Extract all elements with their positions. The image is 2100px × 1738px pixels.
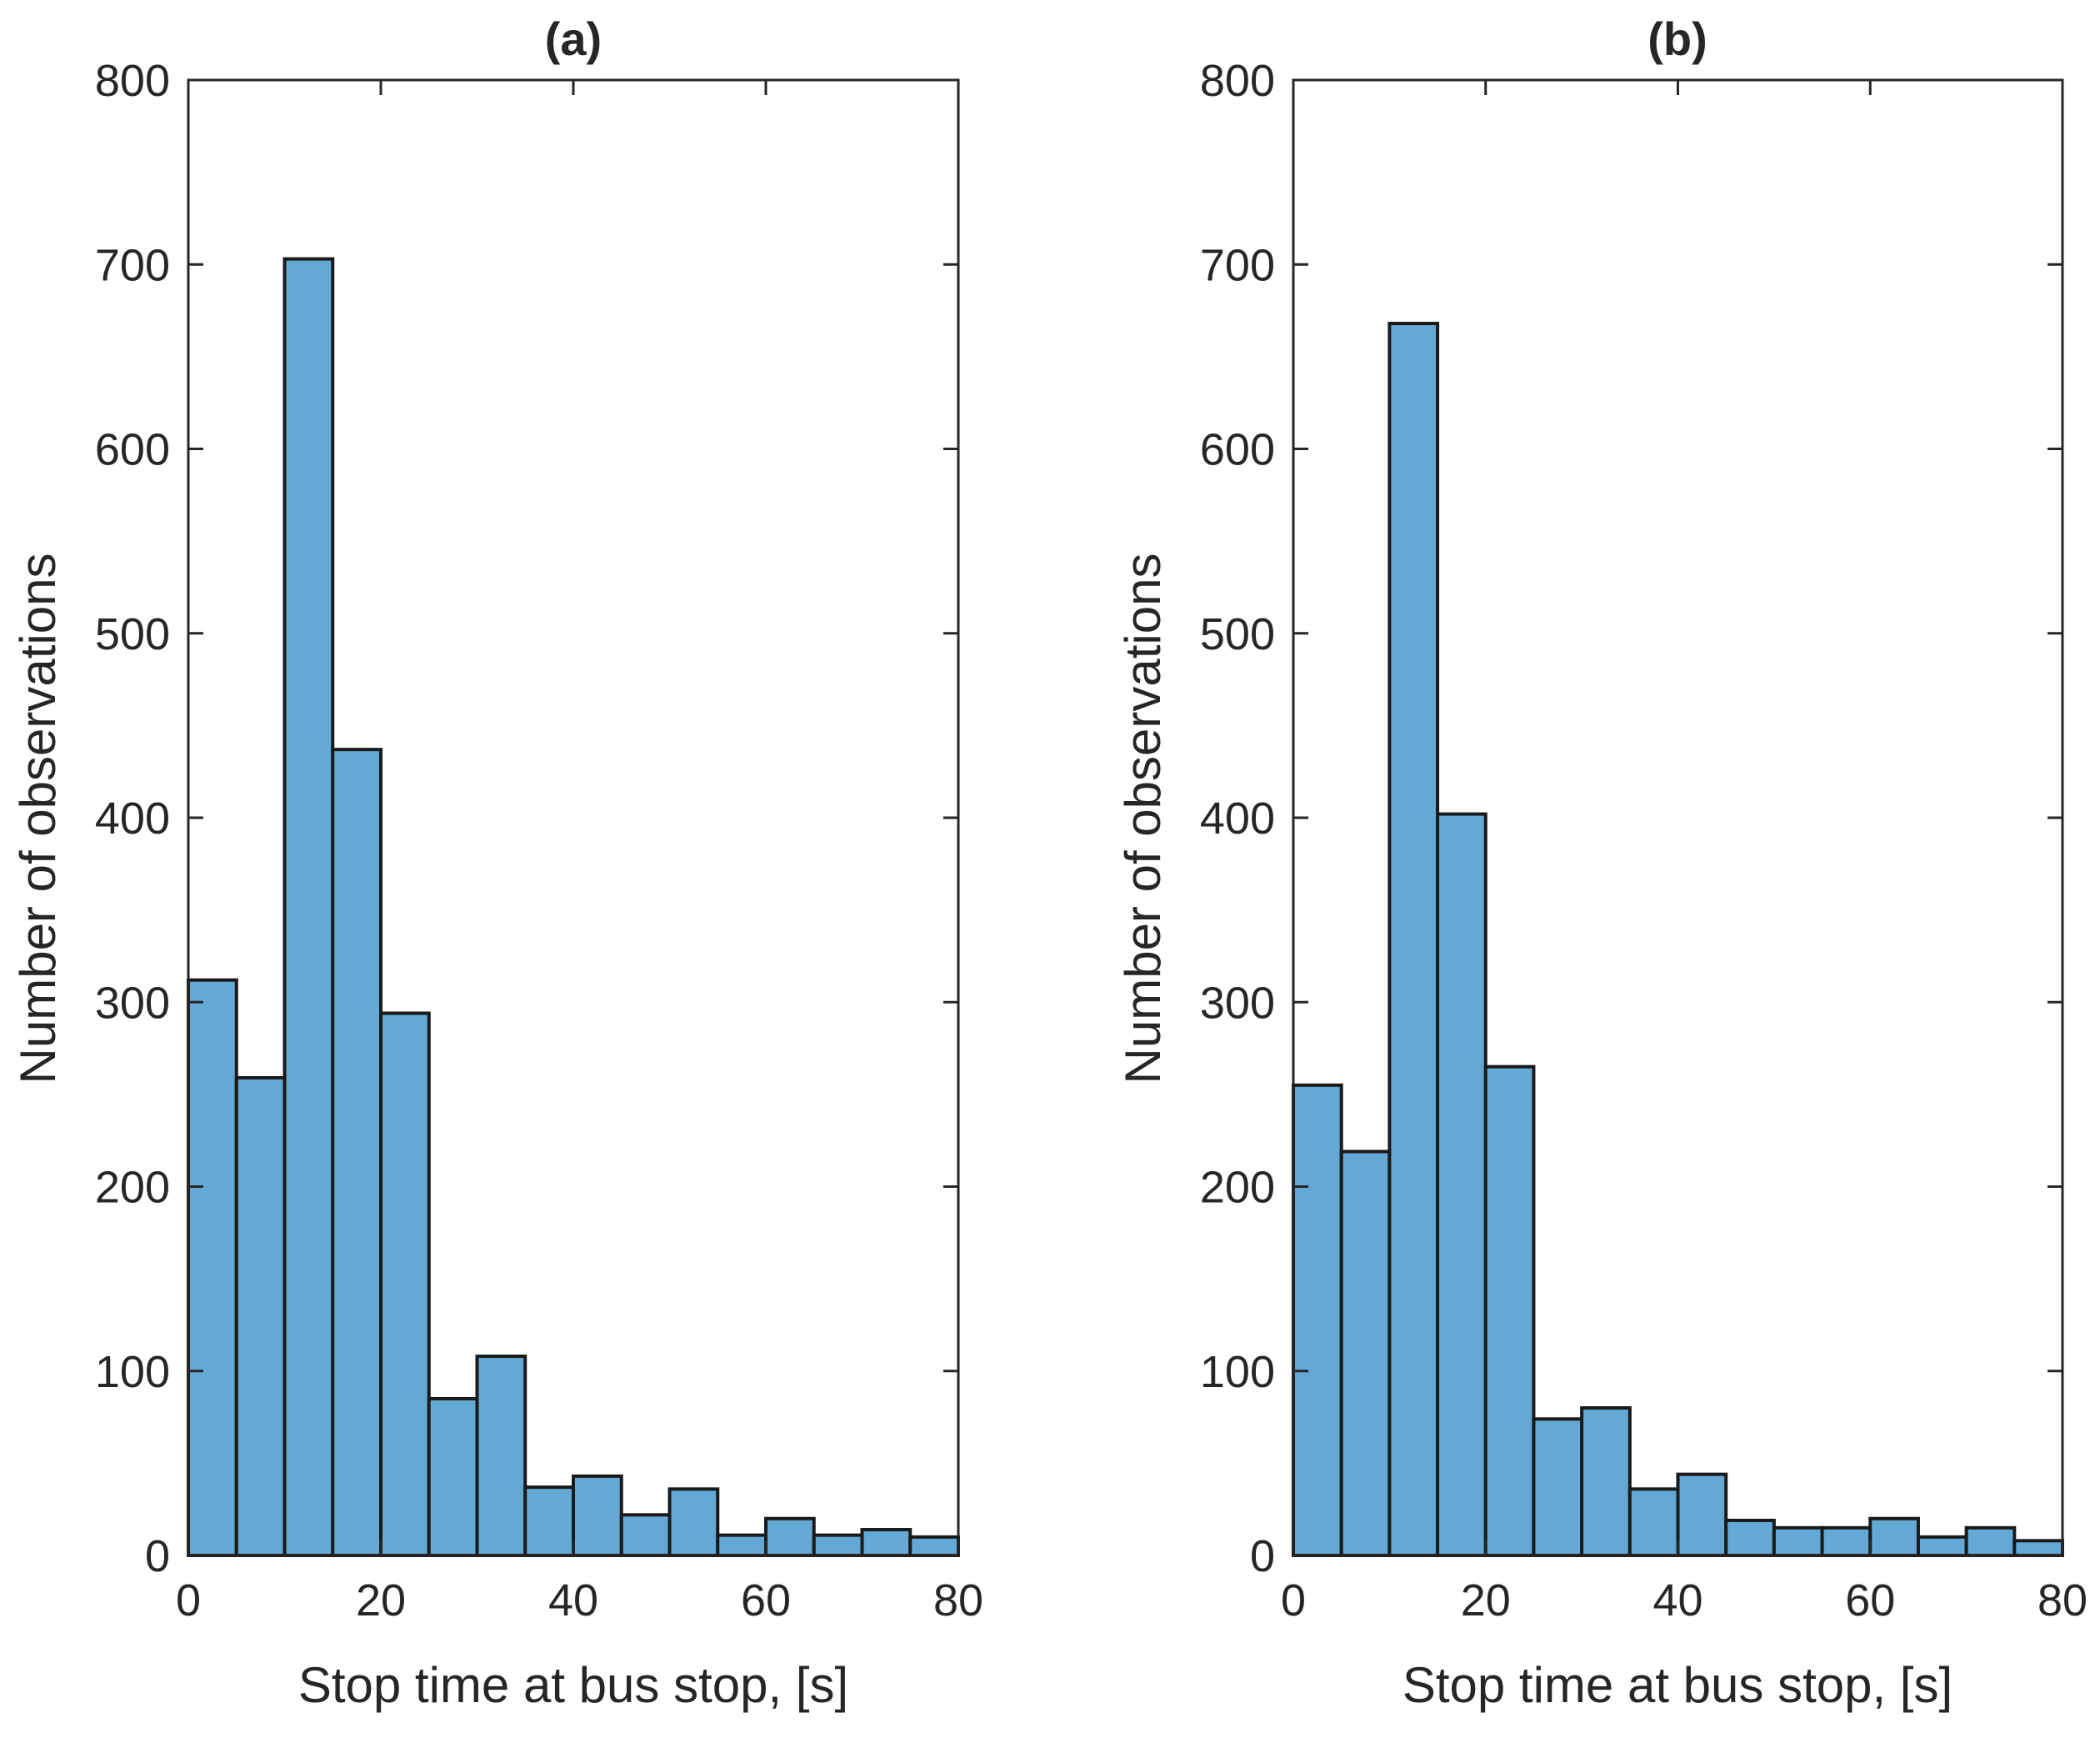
panel-b-x-tick-label-20: 20	[1461, 1575, 1511, 1625]
panel-a-y-tick-label-100: 100	[95, 1347, 170, 1397]
panel-b-x-tick-label-60: 60	[1845, 1575, 1895, 1625]
panel-b-x-tick-label-80: 80	[2038, 1575, 2088, 1625]
panel-a-bar-8	[572, 1474, 623, 1558]
panel-a-x-tick-label-80: 80	[933, 1575, 983, 1625]
panel-b-y-tick-label-0: 0	[1250, 1531, 1275, 1581]
panel-a-x-tick-label-40: 40	[548, 1575, 598, 1625]
panel-b-y-axis-label: Number of observations	[1115, 553, 1171, 1084]
panel-b-y-tick-label-600: 600	[1200, 425, 1275, 475]
panel-a-bar-7	[523, 1485, 575, 1557]
panel-a-y-tick-label-500: 500	[95, 609, 170, 659]
panel-b-bar-1	[1339, 1149, 1392, 1558]
panel-a-bar-10	[668, 1487, 720, 1557]
panel-b-y-tick-label-300: 300	[1200, 978, 1275, 1028]
panel-b-bars	[1292, 322, 2064, 1558]
panel-a-bar-15	[908, 1535, 960, 1557]
panel-a-y-ticks: 0 100 200 300 400 500 600 700 800	[95, 56, 958, 1581]
panel-b-y-tick-label-800: 800	[1200, 56, 1275, 106]
panel-b-y-tick-label-100: 100	[1200, 1347, 1275, 1397]
panel-a-y-tick-label-600: 600	[95, 425, 170, 475]
panel-b: (b) Stop time at bus stop, [s] Number of…	[1115, 13, 2088, 1713]
panel-a-bar-1	[234, 1075, 287, 1557]
panel-b-bar-15	[2012, 1539, 2064, 1558]
panel-b-y-ticks: 0 100 200 300 400 500 600 700 800	[1200, 56, 2062, 1581]
panel-b-x-tick-label-40: 40	[1652, 1575, 1702, 1625]
panel-a: (a) Stop time at bus stop, [s] Number of…	[10, 13, 983, 1713]
panel-b-x-axis-label: Stop time at bus stop, [s]	[1402, 1657, 1952, 1713]
panel-a-x-tick-label-20: 20	[356, 1575, 406, 1625]
panel-a-y-tick-label-400: 400	[95, 794, 170, 844]
panel-a-bar-12	[764, 1516, 816, 1557]
panel-a-x-axis-label: Stop time at bus stop, [s]	[298, 1657, 848, 1713]
panel-a-y-axis-label: Number of observations	[10, 553, 66, 1084]
panel-a-bar-14	[860, 1528, 912, 1558]
panel-a-bar-3	[331, 748, 382, 1557]
panel-a-bar-0	[187, 978, 238, 1557]
panel-b-bar-7	[1628, 1487, 1680, 1557]
panel-a-bars	[187, 257, 960, 1558]
panel-a-bar-5	[427, 1396, 479, 1557]
panel-a-bar-2	[282, 257, 335, 1557]
panel-a-bar-4	[379, 1011, 431, 1557]
panel-a-x-tick-label-60: 60	[741, 1575, 791, 1625]
panel-b-bar-12	[1868, 1516, 1920, 1557]
panel-b-y-tick-label-500: 500	[1200, 609, 1275, 659]
panel-b-bar-11	[1820, 1525, 1872, 1557]
panel-b-bar-10	[1772, 1525, 1824, 1557]
panel-b-title: (b)	[1648, 13, 1708, 65]
panel-b-x-tick-label-0: 0	[1281, 1575, 1306, 1625]
panel-a-y-tick-label-700: 700	[95, 240, 170, 290]
panel-a-x-ticks: 0 20 40 60 80	[176, 80, 983, 1625]
panel-b-bar-4	[1483, 1064, 1536, 1557]
panel-b-bar-2	[1388, 322, 1440, 1557]
panel-b-x-ticks: 0 20 40 60 80	[1281, 80, 2088, 1625]
panel-b-y-tick-label-200: 200	[1200, 1163, 1275, 1213]
panel-a-bar-11	[716, 1533, 768, 1557]
panel-a-y-tick-label-300: 300	[95, 978, 170, 1028]
panel-b-bar-5	[1532, 1417, 1584, 1558]
panel-a-y-tick-label-200: 200	[95, 1163, 170, 1213]
panel-a-bar-9	[619, 1513, 672, 1557]
panel-b-bar-8	[1676, 1472, 1728, 1558]
panel-b-y-tick-label-400: 400	[1200, 794, 1275, 844]
panel-a-title: (a)	[545, 13, 602, 65]
panel-b-y-tick-label-700: 700	[1200, 240, 1275, 290]
panel-a-bar-13	[812, 1533, 864, 1557]
panel-a-x-tick-label-0: 0	[176, 1575, 201, 1625]
panel-b-bar-0	[1292, 1083, 1343, 1557]
panel-b-bar-9	[1724, 1518, 1776, 1558]
panel-a-bar-6	[475, 1355, 528, 1558]
panel-b-bar-6	[1580, 1406, 1632, 1557]
panel-a-y-tick-label-0: 0	[145, 1531, 170, 1581]
panel-a-y-tick-label-800: 800	[95, 56, 170, 106]
panel-b-bar-3	[1436, 812, 1488, 1557]
panel-b-bar-14	[1964, 1525, 2017, 1557]
panel-b-bar-13	[1916, 1535, 1968, 1557]
